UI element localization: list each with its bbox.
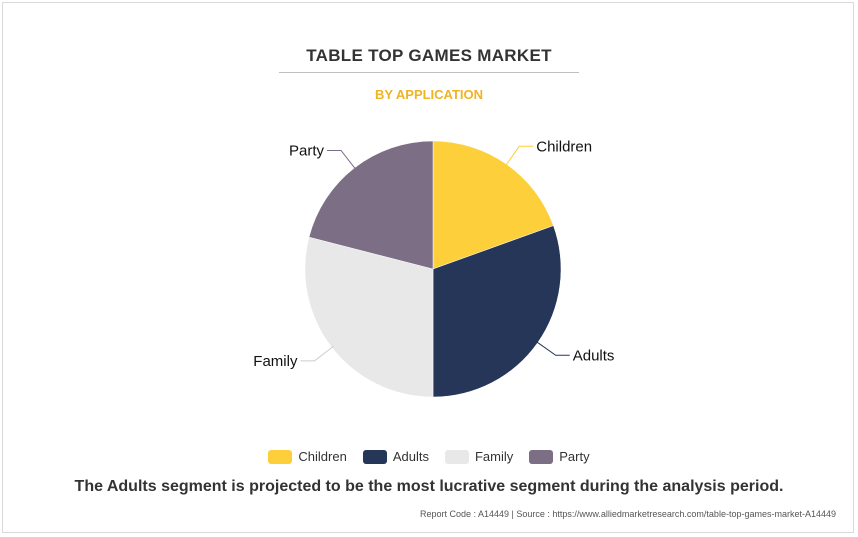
legend-label-adults: Adults bbox=[392, 449, 429, 464]
slice-label-adults: Adults bbox=[573, 347, 615, 364]
slice-label-family: Family bbox=[253, 353, 298, 370]
slice-label-children: Children bbox=[536, 138, 592, 155]
leader-line-adults bbox=[535, 341, 570, 356]
chart-subtitle: BY APPLICATION bbox=[374, 87, 484, 102]
legend-label-family: Family bbox=[474, 449, 514, 464]
chart-title: TABLE TOP GAMES MARKET bbox=[306, 46, 552, 65]
legend-swatch-children bbox=[268, 449, 293, 464]
legend-swatch-adults bbox=[362, 449, 387, 464]
leader-line-family bbox=[300, 345, 334, 362]
legend-swatch-party bbox=[529, 449, 554, 464]
legend-item-children: Children bbox=[268, 449, 347, 464]
legend-swatch-family bbox=[444, 449, 469, 464]
legend-label-party: Party bbox=[559, 449, 590, 464]
legend-label-children: Children bbox=[298, 449, 347, 464]
title-divider bbox=[279, 72, 579, 73]
legend-item-adults: Adults bbox=[362, 449, 429, 464]
leader-line-children bbox=[505, 145, 534, 167]
slice-label-party: Party bbox=[289, 142, 325, 159]
chart-legend: Children Adults Family Party bbox=[0, 449, 858, 464]
footnote: The Adults segment is projected to be th… bbox=[74, 478, 784, 495]
legend-item-family: Family bbox=[444, 449, 514, 464]
source-note: Report Code : A14449 | Source : https://… bbox=[419, 509, 836, 519]
legend-item-party: Party bbox=[529, 449, 590, 464]
leader-line-party bbox=[327, 149, 357, 170]
